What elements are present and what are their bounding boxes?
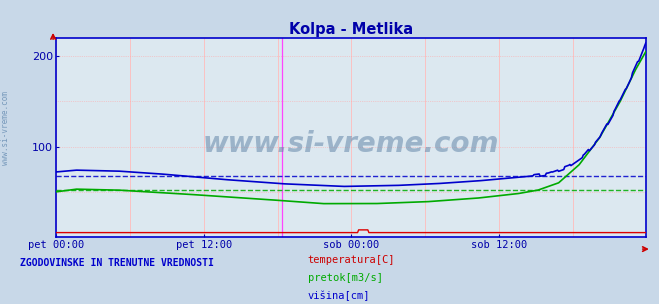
Title: Kolpa - Metlika: Kolpa - Metlika — [289, 22, 413, 37]
Text: višina[cm]: višina[cm] — [308, 290, 370, 301]
Text: www.si-vreme.com: www.si-vreme.com — [1, 91, 10, 165]
Text: pretok[m3/s]: pretok[m3/s] — [308, 273, 383, 283]
Text: www.si-vreme.com: www.si-vreme.com — [203, 130, 499, 157]
Text: ZGODOVINSKE IN TRENUTNE VREDNOSTI: ZGODOVINSKE IN TRENUTNE VREDNOSTI — [20, 258, 214, 268]
Text: temperatura[C]: temperatura[C] — [308, 255, 395, 265]
